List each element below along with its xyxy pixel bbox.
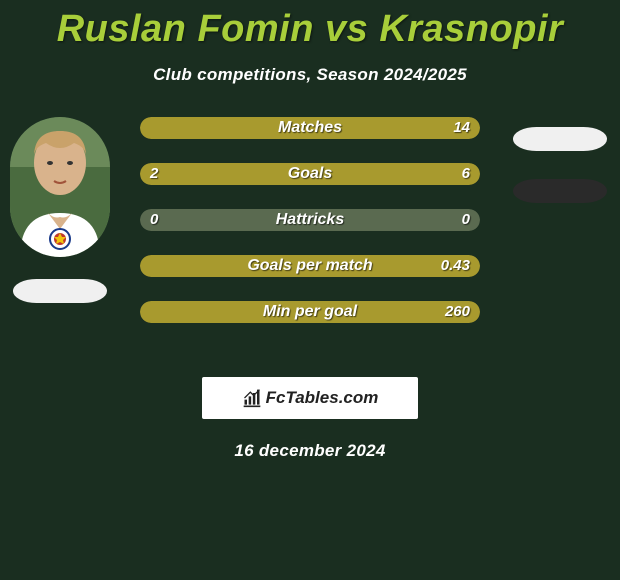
stat-value-right: 6 [462, 163, 470, 185]
stat-value-left: 0 [150, 209, 158, 231]
stat-value-right: 0.43 [441, 255, 470, 277]
avatar-placeholder-icon [10, 117, 110, 257]
comparison-panel: Matches14 Goals2 6 Hattricks0 0 Goals per mat… [0, 117, 620, 357]
stat-row: Goals2 6 [140, 163, 480, 185]
stat-row: Goals per match0.43 [140, 255, 480, 277]
player-left-avatar [10, 117, 110, 257]
player-right-column [500, 117, 620, 203]
subtitle: Club competitions, Season 2024/2025 [0, 65, 620, 85]
brand-label: FcTables.com [266, 388, 379, 408]
player-left-column [0, 117, 120, 303]
chart-icon [242, 388, 262, 408]
stat-label: Matches [140, 117, 480, 139]
stat-row: Matches14 [140, 117, 480, 139]
stat-label: Min per goal [140, 301, 480, 323]
stat-label: Hattricks [140, 209, 480, 231]
player-left-flag [13, 279, 107, 303]
stat-label: Goals [140, 163, 480, 185]
player-right-flag-top [513, 127, 607, 151]
date-label: 16 december 2024 [0, 441, 620, 461]
stat-bars: Matches14 Goals2 6 Hattricks0 0 Goals per mat… [140, 117, 480, 323]
stat-value-right: 260 [445, 301, 470, 323]
brand-badge: FcTables.com [202, 377, 418, 419]
stat-value-right: 0 [462, 209, 470, 231]
stat-value-right: 14 [453, 117, 470, 139]
page-title: Ruslan Fomin vs Krasnopir [0, 0, 620, 51]
stat-label: Goals per match [140, 255, 480, 277]
stat-row: Hattricks0 0 [140, 209, 480, 231]
player-right-flag [513, 179, 607, 203]
stat-value-left: 2 [150, 163, 158, 185]
stat-row: Min per goal260 [140, 301, 480, 323]
